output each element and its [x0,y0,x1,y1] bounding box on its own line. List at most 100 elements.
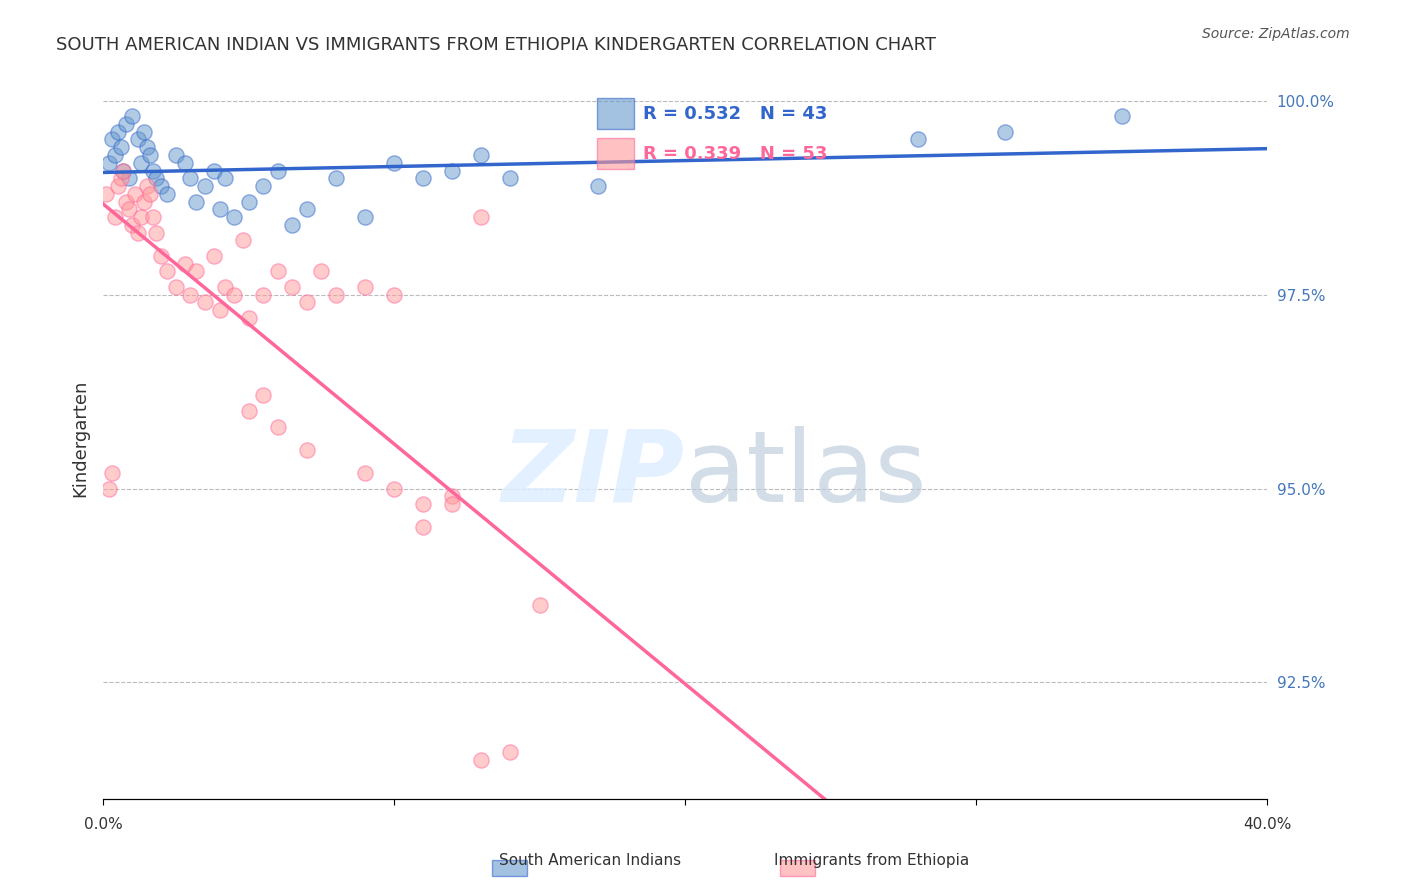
Point [267,163,290,178]
Point [202,249,225,263]
Point [222,287,245,301]
Point [382,482,405,496]
Text: 0.0%: 0.0% [84,817,122,832]
Point [194,179,217,194]
Point [382,155,405,169]
Point [354,466,377,480]
Point [156,186,179,201]
Point [135,179,157,194]
Point [186,194,208,209]
Point [107,125,129,139]
Text: 40.0%: 40.0% [1243,817,1291,832]
Point [129,210,152,224]
Point [112,163,135,178]
Point [325,171,347,186]
Point [470,753,492,767]
Point [267,264,290,278]
Point [173,155,195,169]
Point [101,466,124,480]
Point [186,264,208,278]
Point [179,171,201,186]
Point [179,287,201,301]
Point [267,419,290,434]
Point [325,287,347,301]
Point [1111,109,1133,123]
Point [132,125,155,139]
Point [382,287,405,301]
Point [138,148,160,162]
Point [281,280,304,294]
Point [232,233,254,247]
Text: Immigrants from Ethiopia: Immigrants from Ethiopia [775,854,969,868]
Point [214,280,236,294]
Point [101,132,124,146]
Point [115,194,138,209]
Point [124,186,146,201]
Point [214,171,236,186]
Point [238,194,260,209]
Point [499,745,522,759]
Point [135,140,157,154]
Bar [596,138,634,169]
Point [252,179,274,194]
Point [281,218,304,232]
Point [156,264,179,278]
Point [222,210,245,224]
Point [470,210,492,224]
Point [118,171,141,186]
Point [132,194,155,209]
Point [145,226,167,240]
Point [586,179,609,194]
Text: Source: ZipAtlas.com: Source: ZipAtlas.com [1202,27,1350,41]
Point [238,310,260,325]
Point [252,388,274,402]
Y-axis label: Kindergarten: Kindergarten [72,379,89,497]
Point [412,497,434,511]
Point [295,202,318,217]
Point [127,226,149,240]
Point [202,163,225,178]
Point [208,202,231,217]
Point [129,155,152,169]
Text: atlas: atlas [685,425,927,523]
Bar [596,98,634,129]
Point [142,210,165,224]
Point [412,520,434,534]
Point [354,280,377,294]
Point [208,303,231,318]
Point [118,202,141,217]
Point [173,257,195,271]
Point [121,109,143,123]
Text: R = 0.339   N = 53: R = 0.339 N = 53 [643,145,828,163]
Point [295,295,318,310]
Point [295,442,318,457]
Text: R = 0.532   N = 43: R = 0.532 N = 43 [643,105,828,123]
Point [441,163,464,178]
Point [112,163,135,178]
Point [441,489,464,503]
Point [145,171,167,186]
Point [115,117,138,131]
Text: South American Indians: South American Indians [499,854,682,868]
Point [165,148,187,162]
Point [441,497,464,511]
Point [499,171,522,186]
Point [110,171,132,186]
Point [165,280,187,294]
Point [107,179,129,194]
Point [150,179,173,194]
Point [907,132,929,146]
Point [121,218,143,232]
Point [138,186,160,201]
Point [142,163,165,178]
Point [104,148,127,162]
Point [150,249,173,263]
Point [994,125,1017,139]
Point [252,287,274,301]
Point [97,482,120,496]
Point [110,140,132,154]
Point [470,148,492,162]
Point [238,404,260,418]
Point [104,210,127,224]
Point [529,598,551,612]
